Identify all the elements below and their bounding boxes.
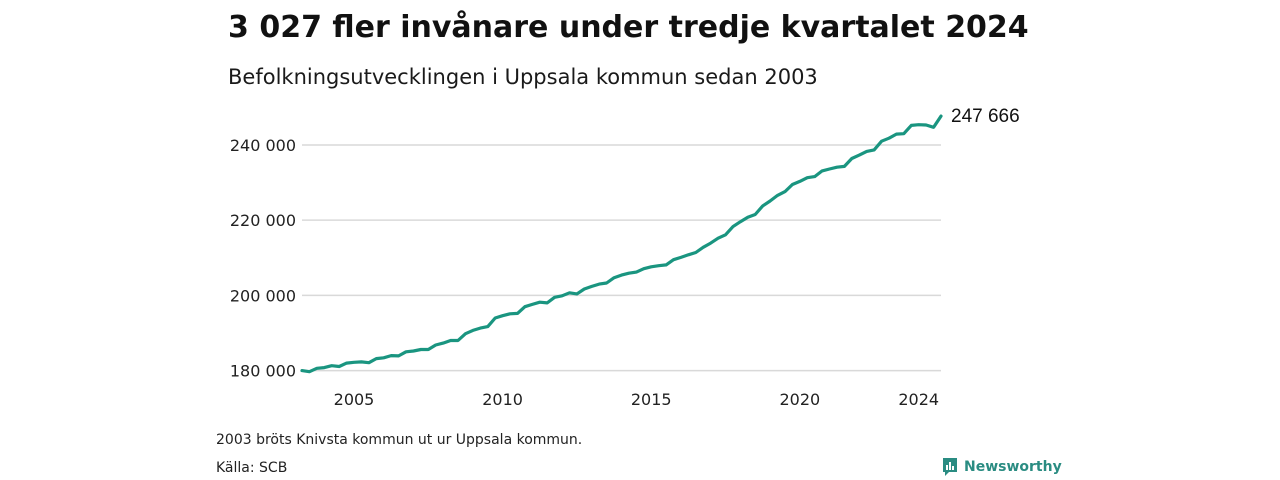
x-tick-label: 2024 <box>898 390 939 409</box>
series-layer <box>300 114 943 374</box>
chart-title: 3 027 fler invånare under tredje kvartal… <box>228 10 1029 45</box>
brand-logo[interactable]: Newsworthy <box>942 457 1062 477</box>
end-value-label: 247 666 <box>951 106 1020 127</box>
y-axis-ticks: 180 000 200 000 220 000 240 000 <box>230 136 296 381</box>
y-tick-label: 240 000 <box>230 136 296 155</box>
y-tick-label: 220 000 <box>230 211 296 230</box>
chart-subtitle: Befolkningsutvecklingen i Uppsala kommun… <box>228 65 818 89</box>
series-line <box>300 114 943 374</box>
source-note: Källa: SCB <box>216 460 288 476</box>
x-tick-label: 2010 <box>482 390 523 409</box>
gridlines <box>302 144 941 372</box>
x-tick-label: 2015 <box>631 390 672 409</box>
x-axis-ticks: 2005 2010 2015 2020 2024 <box>334 390 939 409</box>
end-label-layer: 247 666 <box>951 106 1020 127</box>
y-tick-label: 200 000 <box>230 286 296 305</box>
footnote: 2003 bröts Knivsta kommun ut ur Uppsala … <box>216 432 583 448</box>
x-tick-label: 2020 <box>779 390 820 409</box>
x-tick-label: 2005 <box>334 390 375 409</box>
brand-name: Newsworthy <box>964 459 1062 475</box>
bar-chart-icon <box>943 458 957 476</box>
y-tick-label: 180 000 <box>230 362 296 381</box>
